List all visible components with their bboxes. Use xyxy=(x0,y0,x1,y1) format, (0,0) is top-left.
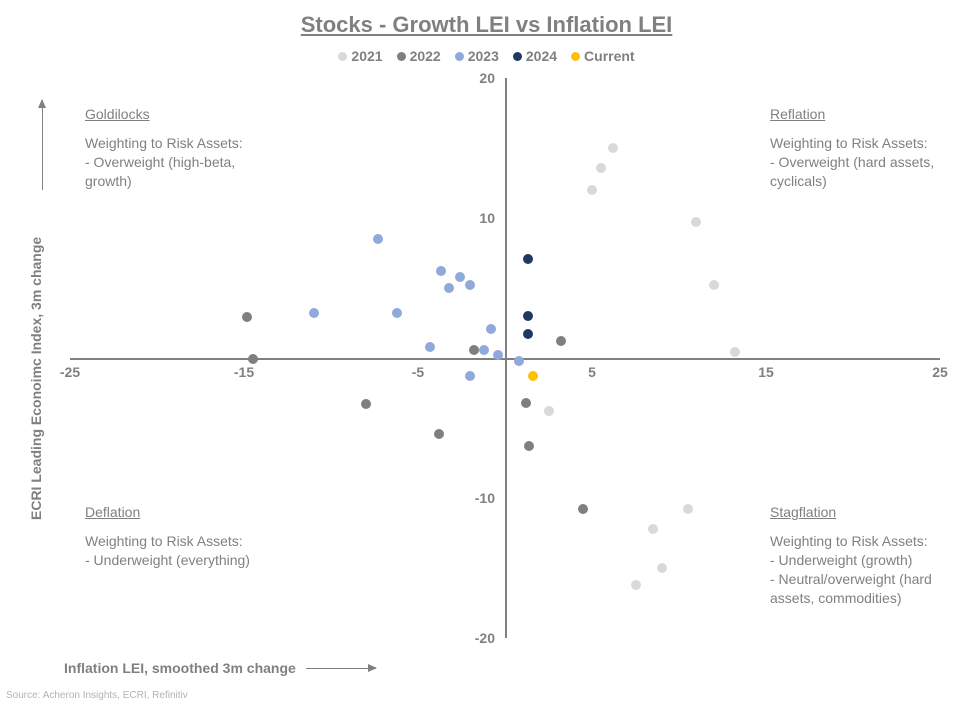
data-point xyxy=(493,350,503,360)
data-point xyxy=(434,429,444,439)
data-point xyxy=(479,345,489,355)
y-tick-label: 10 xyxy=(479,210,495,226)
legend-label: 2024 xyxy=(526,48,557,64)
data-point xyxy=(544,406,554,416)
quadrant-tr: Reflation Weighting to Risk Assets: - Ove… xyxy=(770,105,934,191)
y-tick-label: -10 xyxy=(475,490,495,506)
data-point xyxy=(521,398,531,408)
data-point xyxy=(523,311,533,321)
data-point xyxy=(631,580,641,590)
legend-item: 2024 xyxy=(513,48,557,64)
quadrant-br: Stagflation Weighting to Risk Assets: - U… xyxy=(770,503,932,607)
data-point xyxy=(373,234,383,244)
data-point xyxy=(608,143,618,153)
quadrant-title: Goldilocks xyxy=(85,105,243,124)
data-point xyxy=(242,312,252,322)
data-point xyxy=(524,441,534,451)
x-axis-label: Inflation LEI, smoothed 3m change xyxy=(64,660,296,676)
x-tick-label: -15 xyxy=(234,364,254,380)
data-point xyxy=(730,347,740,357)
data-point xyxy=(556,336,566,346)
data-point xyxy=(523,254,533,264)
data-point xyxy=(691,217,701,227)
quadrant-title: Reflation xyxy=(770,105,934,124)
x-tick-label: 25 xyxy=(932,364,948,380)
quadrant-body: Weighting to Risk Assets: - Underweight … xyxy=(85,532,250,570)
x-axis-label-group: Inflation LEI, smoothed 3m change xyxy=(64,660,376,676)
data-point xyxy=(392,308,402,318)
data-point xyxy=(514,356,524,366)
x-tick-label: 15 xyxy=(758,364,774,380)
legend-dot-icon xyxy=(397,52,406,61)
data-point xyxy=(523,329,533,339)
data-point xyxy=(309,308,319,318)
data-point xyxy=(465,280,475,290)
legend-label: 2022 xyxy=(410,48,441,64)
legend-item: 2023 xyxy=(455,48,499,64)
legend-dot-icon xyxy=(513,52,522,61)
y-axis-line xyxy=(505,78,507,638)
y-tick-label: 20 xyxy=(479,70,495,86)
y-axis-label: ECRI Leading Econoimc Index, 3m change xyxy=(28,237,44,520)
quadrant-body: Weighting to Risk Assets: - Overweight (… xyxy=(85,134,243,191)
quadrant-tl: Goldilocks Weighting to Risk Assets: - Ov… xyxy=(85,105,243,191)
legend-dot-icon xyxy=(338,52,347,61)
source-text: Source: Acheron Insights, ECRI, Refiniti… xyxy=(6,690,188,701)
data-point xyxy=(444,283,454,293)
legend-item: 2022 xyxy=(397,48,441,64)
data-point xyxy=(596,163,606,173)
quadrant-body: Weighting to Risk Assets: - Underweight … xyxy=(770,532,932,608)
quadrant-bl: Deflation Weighting to Risk Assets: - Und… xyxy=(85,503,250,570)
data-point xyxy=(361,399,371,409)
legend-dot-icon xyxy=(455,52,464,61)
y-axis-arrow xyxy=(42,100,43,190)
x-tick-label: -25 xyxy=(60,364,80,380)
legend-label: 2023 xyxy=(468,48,499,64)
legend-item: Current xyxy=(571,48,635,64)
legend-label: Current xyxy=(584,48,635,64)
x-tick-label: 5 xyxy=(588,364,596,380)
y-tick-label: -20 xyxy=(475,630,495,646)
data-point xyxy=(469,345,479,355)
data-point xyxy=(657,563,667,573)
data-point xyxy=(683,504,693,514)
data-point xyxy=(709,280,719,290)
data-point xyxy=(528,371,538,381)
x-tick-label: -5 xyxy=(412,364,424,380)
data-point xyxy=(578,504,588,514)
quadrant-body: Weighting to Risk Assets: - Overweight (… xyxy=(770,134,934,191)
data-point xyxy=(455,272,465,282)
x-axis-arrow xyxy=(306,668,376,669)
quadrant-title: Deflation xyxy=(85,503,250,522)
legend: 2021 2022 2023 2024 Current xyxy=(0,48,973,64)
data-point xyxy=(425,342,435,352)
data-point xyxy=(587,185,597,195)
legend-dot-icon xyxy=(571,52,580,61)
data-point xyxy=(465,371,475,381)
chart-title: Stocks - Growth LEI vs Inflation LEI xyxy=(0,12,973,38)
data-point xyxy=(248,354,258,364)
legend-label: 2021 xyxy=(351,48,382,64)
legend-item: 2021 xyxy=(338,48,382,64)
data-point xyxy=(486,324,496,334)
quadrant-title: Stagflation xyxy=(770,503,932,522)
data-point xyxy=(648,524,658,534)
data-point xyxy=(436,266,446,276)
